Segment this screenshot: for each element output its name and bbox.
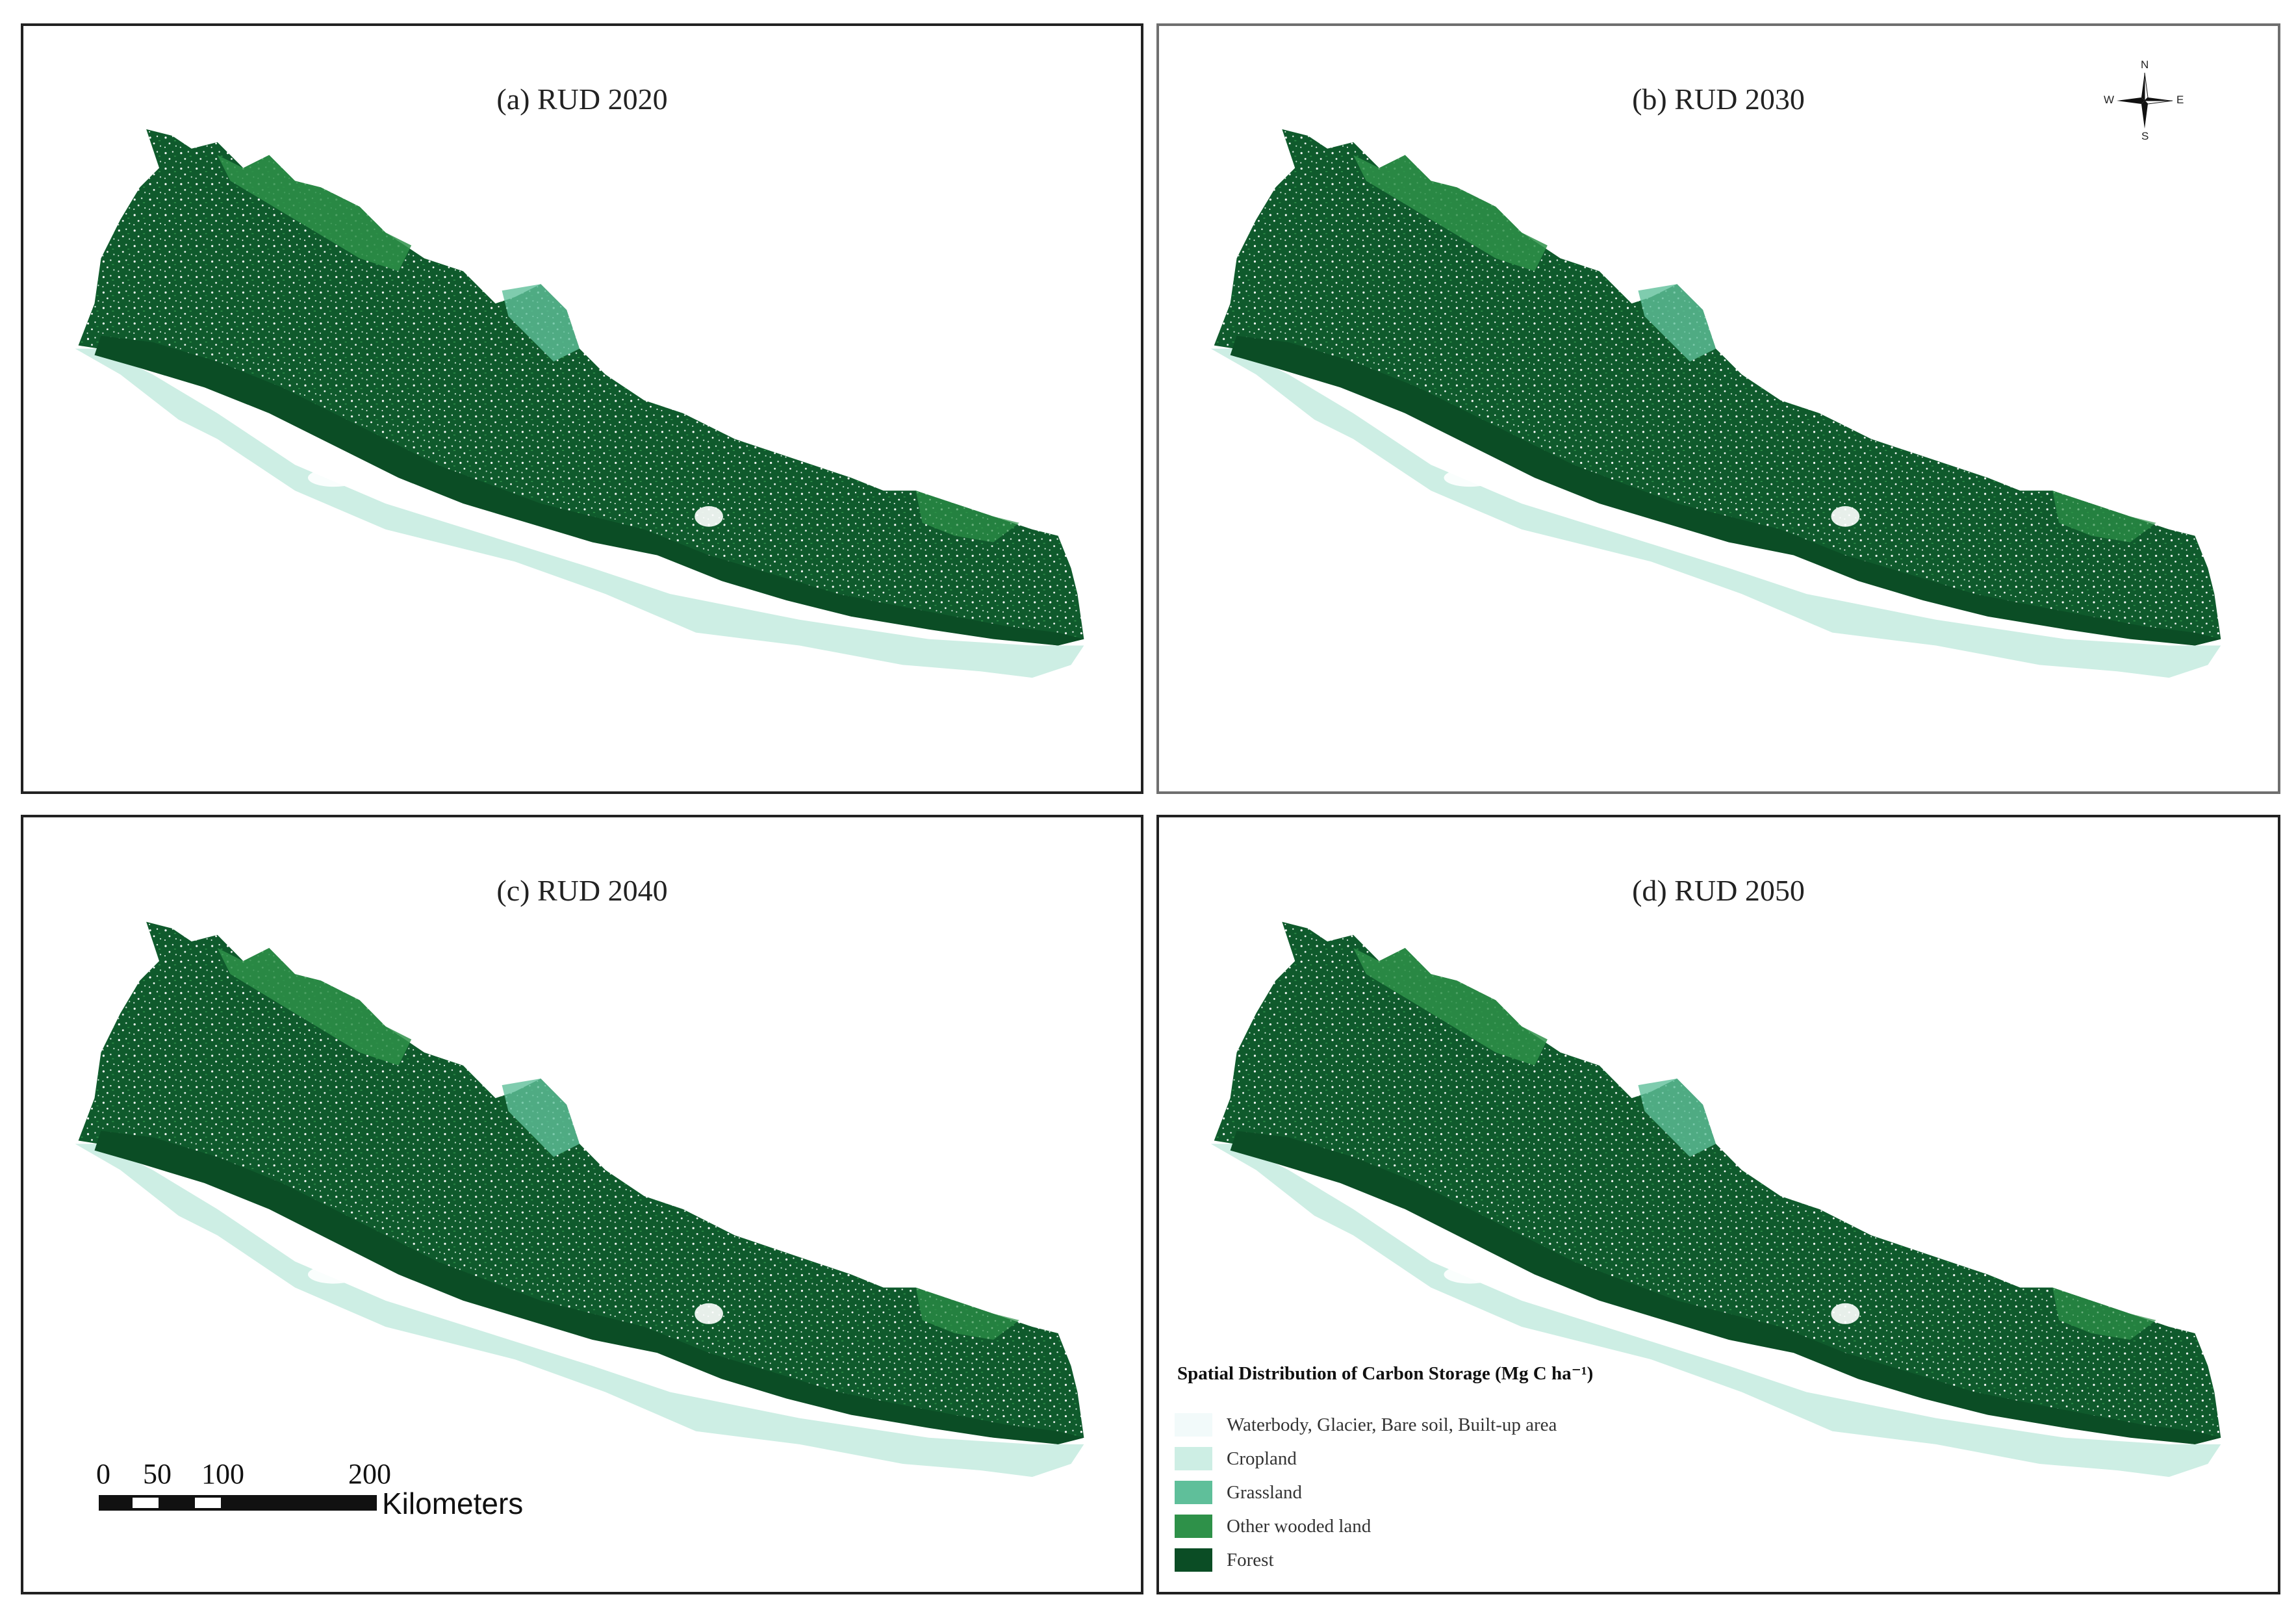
scale-tick-0: 0 <box>96 1458 110 1490</box>
scale-tick-100: 100 <box>201 1458 244 1490</box>
legend-label: Cropland <box>1227 1448 1297 1469</box>
scale-tick-200: 200 <box>348 1458 391 1490</box>
map-legend: Spatial Distribution of Carbon Storage (… <box>1164 1362 1684 1577</box>
scale-bar: 0 50 100 200 Kilometers <box>96 1457 564 1555</box>
legend-item: Grassland <box>1169 1476 1684 1509</box>
map-panel-c: (c) RUD 2040 0 50 100 200 Kilometers <box>21 815 1143 1594</box>
legend-label: Forest <box>1227 1550 1274 1570</box>
legend-item: Cropland <box>1169 1442 1684 1476</box>
scale-segment <box>192 1495 223 1511</box>
scale-tick-50: 50 <box>143 1458 172 1490</box>
panel-title-a: (a) RUD 2020 <box>496 83 668 116</box>
panel-title-c: (c) RUD 2040 <box>496 874 668 907</box>
legend-item: Waterbody, Glacier, Bare soil, Built-up … <box>1169 1408 1684 1442</box>
legend-label: Other wooded land <box>1227 1516 1371 1537</box>
map-panel-d: (d) RUD 2050 Spatial Distribution of Car… <box>1156 815 2280 1594</box>
map-panel-a: (a) RUD 2020 <box>21 23 1143 794</box>
scale-segment <box>223 1495 377 1511</box>
legend-label: Grassland <box>1227 1482 1302 1503</box>
panel-title-b: (b) RUD 2030 <box>1632 83 1805 116</box>
panel-title-d: (d) RUD 2050 <box>1632 874 1805 907</box>
north-arrow-icon: N S W E <box>2102 58 2187 143</box>
scale-segment <box>99 1495 130 1511</box>
scale-unit: Kilometers <box>382 1487 524 1520</box>
legend-swatch-grassland <box>1175 1481 1212 1504</box>
nepal-map-a <box>75 129 1084 678</box>
map-panel-b: (b) RUD 2030 N S W E <box>1156 23 2280 794</box>
legend-item: Forest <box>1169 1543 1684 1577</box>
legend-swatch-forest <box>1175 1548 1212 1572</box>
compass-north-label: N <box>2141 58 2149 71</box>
legend-swatch-cropland <box>1175 1447 1212 1470</box>
legend-item: Other wooded land <box>1169 1509 1684 1543</box>
legend-title: Spatial Distribution of Carbon Storage (… <box>1177 1363 1594 1384</box>
legend-swatch-waterbody <box>1175 1413 1212 1437</box>
legend-label: Waterbody, Glacier, Bare soil, Built-up … <box>1227 1414 1557 1435</box>
compass-east-label: E <box>2176 94 2184 106</box>
scale-segment <box>130 1495 161 1511</box>
compass-west-label: W <box>2104 94 2115 106</box>
legend-swatch-other-wooded-land <box>1175 1515 1212 1538</box>
compass-south-label: S <box>2141 130 2149 142</box>
scale-segment <box>161 1495 192 1511</box>
